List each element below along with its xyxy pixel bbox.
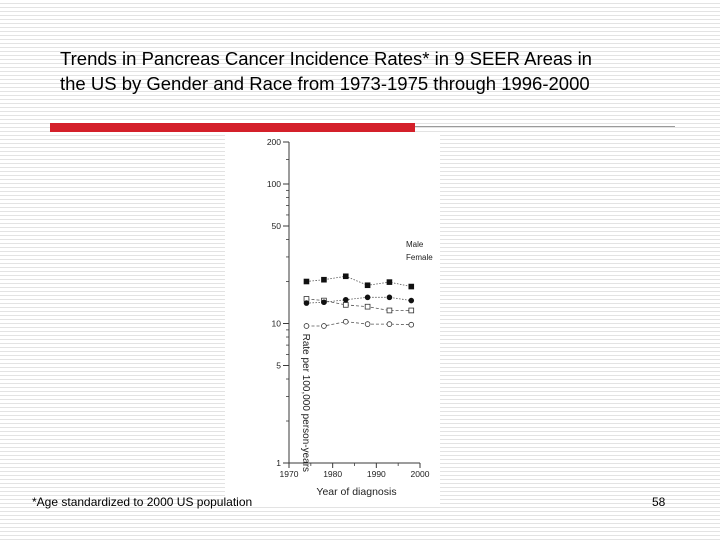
data-point-white-female <box>387 322 392 327</box>
y-tick-label: 200 <box>267 137 281 147</box>
pancreas-incidence-chart: 1 5 10 50 100 200 1970 1980 1990 2000 Year of diag… <box>225 133 440 505</box>
data-point-white-male <box>387 308 392 313</box>
data-point-black-female <box>387 295 392 300</box>
title-line-1: Trends in Pancreas Cancer Incidence Rate… <box>60 46 680 71</box>
data-point-black-male <box>365 283 370 288</box>
data-point-black-female <box>409 298 414 303</box>
data-point-white-female <box>304 324 309 329</box>
data-point-white-female <box>365 322 370 327</box>
x-tick-label: 1990 <box>367 469 386 479</box>
x-axis-title: Year of diagnosis <box>316 486 396 498</box>
y-tick-label: 5 <box>276 360 281 370</box>
y-axis-title: Rate per 100,000 person-years <box>300 334 311 472</box>
data-point-white-female <box>409 322 414 327</box>
data-point-black-male <box>387 280 392 285</box>
title-accent-bar <box>50 123 415 132</box>
y-tick-label: 1 <box>276 458 281 468</box>
y-tick-label: 50 <box>272 221 282 231</box>
data-point-white-male <box>343 302 348 307</box>
page-number: 58 <box>652 495 665 509</box>
title-divider-line <box>415 126 675 127</box>
x-tick-label: 1980 <box>323 469 342 479</box>
legend-row-label-male: Male <box>406 240 424 249</box>
y-tick-label: 100 <box>267 179 281 189</box>
data-point-black-male <box>304 279 309 284</box>
data-point-black-female <box>365 295 370 300</box>
data-point-black-male <box>409 284 414 289</box>
title-line-2: the US by Gender and Race from 1973-1975… <box>60 71 680 96</box>
data-point-white-male <box>409 308 414 313</box>
legend-row-label-female: Female <box>406 253 433 262</box>
data-point-white-female <box>322 324 327 329</box>
data-point-black-male <box>343 274 348 279</box>
data-point-black-female <box>322 300 327 305</box>
x-tick-label: 1970 <box>280 469 299 479</box>
data-point-white-male <box>365 304 370 309</box>
x-tick-label: 2000 <box>411 469 430 479</box>
chart-panel: 1 5 10 50 100 200 1970 1980 1990 2000 Year of diag… <box>225 133 440 505</box>
footnote: *Age standardized to 2000 US population <box>32 495 252 509</box>
data-point-black-female <box>304 301 309 306</box>
data-point-white-female <box>343 319 348 324</box>
slide-title: Trends in Pancreas Cancer Incidence Rate… <box>60 46 680 96</box>
y-tick-label: 10 <box>272 318 282 328</box>
data-point-black-female <box>343 297 348 302</box>
data-point-black-male <box>322 277 327 282</box>
